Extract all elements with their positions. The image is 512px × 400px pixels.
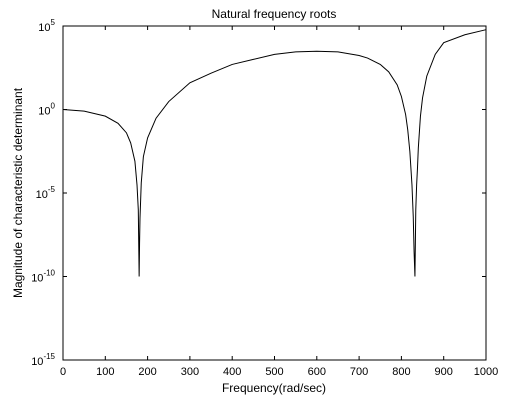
x-tick-label: 500 (265, 366, 283, 378)
y-tick-label: 10-5 (36, 185, 56, 201)
x-tick-label: 800 (392, 366, 410, 378)
y-tick-label: 105 (38, 18, 55, 34)
x-tick-label: 400 (223, 366, 241, 378)
y-tick-label: 10-10 (31, 269, 55, 285)
x-tick-label: 0 (60, 366, 66, 378)
chart-title: Natural frequency roots (212, 7, 337, 21)
y-axis-label: Magnitude of characteristic determinant (11, 87, 25, 298)
x-tick-label: 1000 (474, 366, 498, 378)
x-tick-label: 300 (181, 366, 199, 378)
x-tick-label: 900 (435, 366, 453, 378)
x-tick-label: 200 (138, 366, 156, 378)
x-axis: 0 100 200 300 400 500 600 700 800 900 1000 (60, 26, 498, 378)
determinant-curve (62, 29, 487, 277)
x-tick-label: 100 (96, 366, 114, 378)
y-tick-label: 100 (38, 102, 55, 118)
y-axis: 10-15 10-10 10-5 100 105 (31, 18, 486, 368)
x-axis-label: Frequency(rad/sec) (222, 381, 326, 395)
y-tick-label: 10-15 (31, 352, 55, 368)
x-tick-label: 700 (350, 366, 368, 378)
plot-area (62, 25, 487, 361)
x-tick-label: 600 (308, 366, 326, 378)
